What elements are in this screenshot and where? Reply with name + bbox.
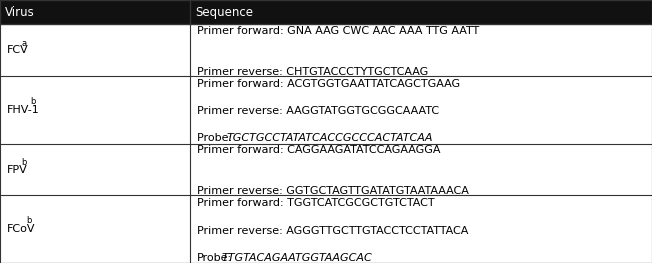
Text: b: b bbox=[26, 216, 31, 225]
Text: Primer forward: CAGGAAGATATCCAGAAGGA: Primer forward: CAGGAAGATATCCAGAAGGA bbox=[197, 145, 440, 155]
Text: Primer reverse: AAGGTATGGTGCGGCAAATC: Primer reverse: AAGGTATGGTGCGGCAAATC bbox=[197, 106, 439, 116]
Text: a: a bbox=[22, 39, 27, 48]
Text: Primer reverse: AGGGTTGCTTGTACCTCCTATTACA: Primer reverse: AGGGTTGCTTGTACCTCCTATTAC… bbox=[197, 226, 468, 236]
Text: FPV: FPV bbox=[7, 165, 27, 175]
Text: Primer forward: ACGTGGTGAATTATCAGCTGAAG: Primer forward: ACGTGGTGAATTATCAGCTGAAG bbox=[197, 79, 460, 89]
Text: Virus: Virus bbox=[5, 6, 35, 19]
Text: Probe:: Probe: bbox=[197, 133, 235, 143]
Text: FCoV: FCoV bbox=[7, 224, 35, 234]
Text: Primer reverse: CHTGTACCCTYTGCTCAAG: Primer reverse: CHTGTACCCTYTGCTCAAG bbox=[197, 67, 428, 77]
Text: FHV-1: FHV-1 bbox=[7, 105, 39, 115]
Text: Probe:: Probe: bbox=[197, 252, 232, 262]
Bar bbox=[0, 24, 652, 76]
Text: Primer forward: TGGTCATCGCGCTGTCTACT: Primer forward: TGGTCATCGCGCTGTCTACT bbox=[197, 199, 434, 209]
Text: FCV: FCV bbox=[7, 45, 28, 55]
Bar bbox=[0, 76, 652, 144]
Text: Primer forward: GNA AAG CWC AAC AAA TTG AATT: Primer forward: GNA AAG CWC AAC AAA TTG … bbox=[197, 26, 479, 36]
Text: Sequence: Sequence bbox=[196, 6, 254, 19]
Bar bbox=[0, 0, 652, 24]
Text: b: b bbox=[31, 97, 36, 106]
Text: b: b bbox=[22, 158, 27, 167]
Bar bbox=[0, 144, 652, 195]
Text: TGCTGCCTATATCACCGCCCACTATCAA: TGCTGCCTATATCACCGCCCACTATCAA bbox=[226, 133, 432, 143]
Text: Primer reverse: GGTGCTAGTTGATATGTAATAAACA: Primer reverse: GGTGCTAGTTGATATGTAATAAAC… bbox=[197, 186, 469, 196]
Text: TTGTACAGAATGGTAAGCAC: TTGTACAGAATGGTAAGCAC bbox=[222, 252, 372, 262]
Bar bbox=[0, 195, 652, 263]
